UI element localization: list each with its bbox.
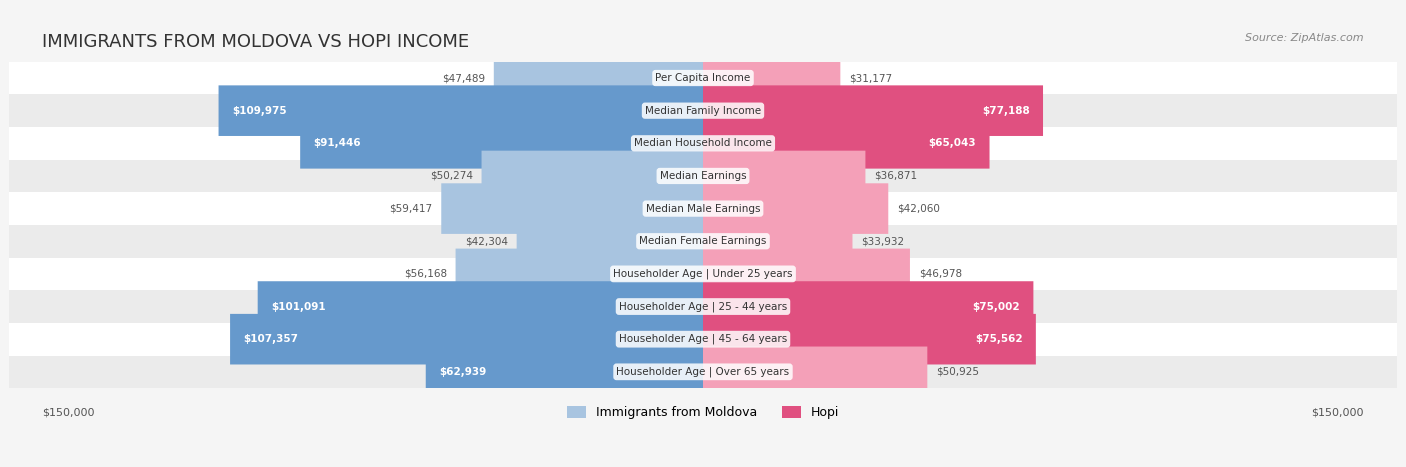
Text: Median Family Income: Median Family Income (645, 106, 761, 116)
FancyBboxPatch shape (10, 355, 1396, 388)
Text: $31,177: $31,177 (849, 73, 893, 83)
Text: $59,417: $59,417 (389, 204, 433, 213)
Text: $107,357: $107,357 (243, 334, 298, 344)
Text: Median Household Income: Median Household Income (634, 138, 772, 149)
Text: IMMIGRANTS FROM MOLDOVA VS HOPI INCOME: IMMIGRANTS FROM MOLDOVA VS HOPI INCOME (42, 33, 470, 51)
Text: Median Earnings: Median Earnings (659, 171, 747, 181)
Text: Per Capita Income: Per Capita Income (655, 73, 751, 83)
FancyBboxPatch shape (10, 160, 1396, 192)
FancyBboxPatch shape (703, 53, 841, 103)
Text: Householder Age | Over 65 years: Householder Age | Over 65 years (616, 367, 790, 377)
FancyBboxPatch shape (231, 314, 703, 364)
FancyBboxPatch shape (703, 216, 852, 267)
Text: $46,978: $46,978 (918, 269, 962, 279)
Text: Householder Age | Under 25 years: Householder Age | Under 25 years (613, 269, 793, 279)
Text: $50,274: $50,274 (430, 171, 472, 181)
FancyBboxPatch shape (703, 314, 1036, 364)
Text: Source: ZipAtlas.com: Source: ZipAtlas.com (1246, 33, 1364, 42)
FancyBboxPatch shape (494, 53, 703, 103)
FancyBboxPatch shape (703, 118, 990, 169)
Text: $75,562: $75,562 (974, 334, 1022, 344)
FancyBboxPatch shape (299, 118, 703, 169)
FancyBboxPatch shape (703, 347, 928, 397)
Text: $50,925: $50,925 (936, 367, 979, 377)
FancyBboxPatch shape (10, 62, 1396, 94)
FancyBboxPatch shape (10, 258, 1396, 290)
FancyBboxPatch shape (257, 281, 703, 332)
Text: $36,871: $36,871 (875, 171, 917, 181)
FancyBboxPatch shape (703, 281, 1033, 332)
FancyBboxPatch shape (10, 127, 1396, 160)
Text: $77,188: $77,188 (981, 106, 1029, 116)
Text: $47,489: $47,489 (441, 73, 485, 83)
Text: $56,168: $56,168 (404, 269, 447, 279)
Text: $42,060: $42,060 (897, 204, 941, 213)
Text: $62,939: $62,939 (439, 367, 486, 377)
Text: Householder Age | 45 - 64 years: Householder Age | 45 - 64 years (619, 334, 787, 345)
Text: $150,000: $150,000 (42, 408, 94, 418)
Legend: Immigrants from Moldova, Hopi: Immigrants from Moldova, Hopi (562, 401, 844, 425)
FancyBboxPatch shape (218, 85, 703, 136)
Text: Householder Age | 25 - 44 years: Householder Age | 25 - 44 years (619, 301, 787, 312)
FancyBboxPatch shape (703, 151, 866, 201)
Text: Median Female Earnings: Median Female Earnings (640, 236, 766, 246)
FancyBboxPatch shape (481, 151, 703, 201)
Text: $65,043: $65,043 (929, 138, 976, 149)
FancyBboxPatch shape (10, 225, 1396, 258)
FancyBboxPatch shape (456, 248, 703, 299)
FancyBboxPatch shape (703, 85, 1043, 136)
Text: $101,091: $101,091 (271, 302, 326, 311)
Text: $75,002: $75,002 (973, 302, 1021, 311)
Text: $91,446: $91,446 (314, 138, 361, 149)
Text: $150,000: $150,000 (1312, 408, 1364, 418)
FancyBboxPatch shape (703, 184, 889, 234)
FancyBboxPatch shape (10, 323, 1396, 355)
Text: $109,975: $109,975 (232, 106, 287, 116)
Text: $42,304: $42,304 (465, 236, 508, 246)
Text: Median Male Earnings: Median Male Earnings (645, 204, 761, 213)
Text: $33,932: $33,932 (862, 236, 904, 246)
FancyBboxPatch shape (441, 184, 703, 234)
FancyBboxPatch shape (10, 94, 1396, 127)
FancyBboxPatch shape (10, 192, 1396, 225)
FancyBboxPatch shape (10, 290, 1396, 323)
FancyBboxPatch shape (516, 216, 703, 267)
FancyBboxPatch shape (426, 347, 703, 397)
FancyBboxPatch shape (703, 248, 910, 299)
